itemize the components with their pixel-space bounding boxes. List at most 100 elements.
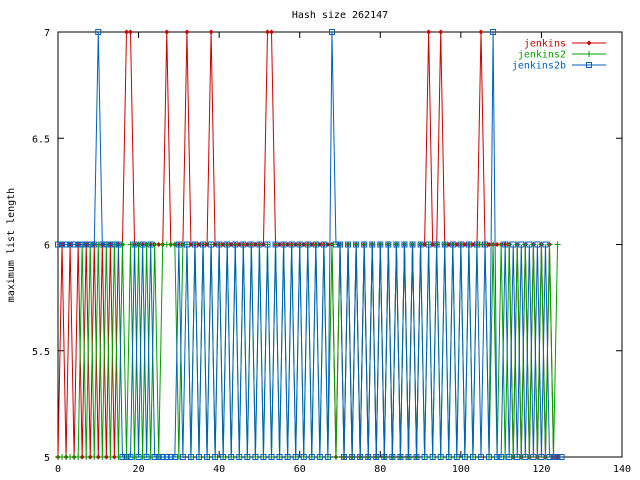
jenkins2b-point xyxy=(534,241,541,248)
jenkins2b-point xyxy=(558,454,565,460)
jenkins2b-point xyxy=(103,241,110,248)
jenkins-point xyxy=(478,29,484,35)
jenkins2b-point xyxy=(175,241,182,248)
jenkins2-point xyxy=(554,241,561,248)
jenkins2b-point xyxy=(514,454,521,460)
legend-marker-jenkins xyxy=(586,40,592,46)
jenkins2-point xyxy=(99,454,106,460)
jenkins2b-point xyxy=(405,454,412,460)
jenkins-point xyxy=(438,29,444,35)
jenkins2b-point xyxy=(337,241,343,248)
jenkins2b-point xyxy=(171,454,178,460)
x-tick-label: 40 xyxy=(213,464,225,475)
jenkins2b-point xyxy=(502,241,509,248)
jenkins2b-point xyxy=(260,454,267,460)
jenkins2b-point xyxy=(445,454,452,460)
jenkins2-point xyxy=(91,454,98,460)
chart-title: Hash size 262147 xyxy=(292,10,388,21)
jenkins2b-point xyxy=(155,454,162,460)
jenkins2b-point xyxy=(421,454,428,460)
jenkins2b-point xyxy=(320,241,327,248)
jenkins2b-point xyxy=(526,241,533,248)
jenkins2b-point xyxy=(244,454,251,460)
jenkins2b-point xyxy=(453,454,460,460)
jenkins2b-point xyxy=(546,454,553,460)
jenkins2b-point xyxy=(151,454,158,460)
jenkins2b-point xyxy=(542,241,549,248)
jenkins2b-point xyxy=(324,454,331,460)
jenkins2b-point xyxy=(433,241,440,248)
jenkins2-point xyxy=(332,454,339,460)
jenkins2b-point xyxy=(71,241,78,248)
x-tick-label: 140 xyxy=(613,464,631,475)
jenkins2b-point xyxy=(91,241,98,248)
jenkins2b-point xyxy=(449,241,456,248)
jenkins2b-point xyxy=(119,454,126,460)
jenkins2b-point xyxy=(550,454,557,460)
jenkins2b-point xyxy=(107,241,114,248)
jenkins2b-point xyxy=(63,241,70,248)
jenkins2b-point xyxy=(522,454,529,460)
jenkins-point xyxy=(269,29,275,35)
jenkins2b-point xyxy=(341,454,348,460)
jenkins2b-point xyxy=(345,241,352,248)
axis-ticks: 0 20 40 60 80 100 120 140 5 5.5 6 6.5 7 xyxy=(32,28,631,475)
jenkins2b-point xyxy=(87,241,94,248)
jenkins2b-point xyxy=(200,241,207,248)
jenkins2b-point xyxy=(75,241,82,248)
jenkins2b-point xyxy=(385,241,392,248)
jenkins2b-point xyxy=(111,241,118,248)
jenkins2b-point xyxy=(292,454,299,460)
jenkins2b-point xyxy=(425,241,432,248)
jenkins2b-point xyxy=(204,454,211,460)
jenkins2b-point xyxy=(159,454,166,460)
jenkins2b-point xyxy=(139,241,146,248)
jenkins2b-point xyxy=(143,454,150,460)
jenkins2b-point xyxy=(409,241,416,248)
legend-marker-jenkins2b xyxy=(586,62,592,68)
jenkins2b-point xyxy=(240,241,247,248)
jenkins2b-point xyxy=(224,241,231,248)
jenkins2b-point xyxy=(365,454,372,460)
y-tick-label: 7 xyxy=(44,28,50,39)
jenkins2b-point xyxy=(510,241,517,248)
jenkins2b-point xyxy=(490,29,497,35)
jenkins2b-point xyxy=(308,454,315,460)
jenkins2b-point xyxy=(469,454,476,460)
jenkins2b-point xyxy=(397,454,404,460)
jenkins-point xyxy=(95,454,101,460)
jenkins2b-point xyxy=(538,454,545,460)
jenkins-point xyxy=(184,29,190,35)
x-tick-label: 80 xyxy=(374,464,386,475)
jenkins2b-point xyxy=(413,454,420,460)
y-tick-label: 5.5 xyxy=(32,347,50,358)
jenkins2b-point xyxy=(328,29,335,35)
jenkins2b-point xyxy=(478,454,484,460)
jenkins2b-point xyxy=(530,454,537,460)
jenkins2b-point xyxy=(498,454,505,460)
jenkins2b-point xyxy=(473,241,480,248)
jenkins2b-point xyxy=(429,454,436,460)
jenkins2b-point xyxy=(216,241,223,248)
x-tick-label: 20 xyxy=(133,464,145,475)
jenkins2b-point xyxy=(220,454,227,460)
y-tick-label: 6.5 xyxy=(32,134,50,145)
jenkins2b-point xyxy=(296,241,303,248)
jenkins2b-point xyxy=(506,454,513,460)
jenkins2-point xyxy=(107,454,114,460)
jenkins2b-point xyxy=(55,241,61,248)
legend-label-jenkins2: jenkins2 xyxy=(518,50,566,61)
jenkins2b-point xyxy=(95,29,102,35)
jenkins2b-point xyxy=(232,241,239,248)
jenkins2b-point xyxy=(312,241,319,248)
jenkins2-point xyxy=(75,454,82,460)
jenkins-point xyxy=(264,29,270,35)
jenkins2b-point xyxy=(187,454,194,460)
x-tick-label: 60 xyxy=(294,464,306,475)
legend-label-jenkins: jenkins xyxy=(524,39,566,50)
jenkins2b-point xyxy=(465,241,472,248)
jenkins2b-point xyxy=(377,241,384,248)
jenkins2b-point xyxy=(228,454,235,460)
x-tick-label: 100 xyxy=(452,464,470,475)
